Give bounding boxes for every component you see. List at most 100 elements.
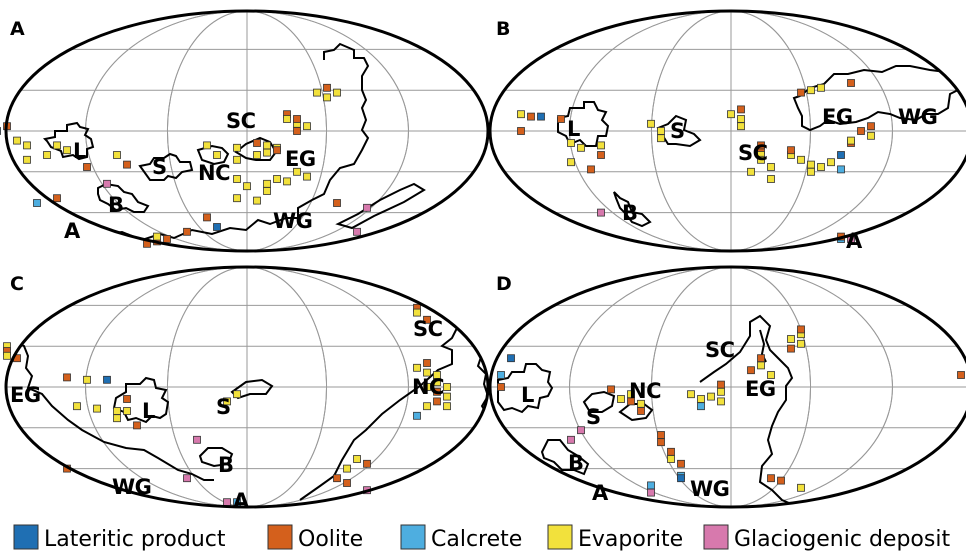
evaporite-marker <box>63 146 71 155</box>
region-label: B <box>218 453 234 477</box>
evaporite-marker <box>83 375 91 384</box>
legend-label: Evaporite <box>578 527 683 552</box>
evaporite-marker <box>43 151 51 159</box>
evaporite-marker <box>73 402 81 411</box>
map-panel-b: B L S SC EG WG B A <box>488 9 966 253</box>
oolite-marker <box>637 407 645 415</box>
oolite-marker <box>797 88 805 97</box>
oolite-marker <box>597 151 605 159</box>
region-label: EG <box>285 147 316 171</box>
evaporite-marker <box>303 122 311 131</box>
legend-item-lateritic: Lateritic product <box>13 524 226 552</box>
region-label: WG <box>112 475 151 499</box>
evaporite-marker <box>627 390 635 399</box>
lateritic-marker <box>507 354 515 363</box>
region-label: NC <box>412 375 444 399</box>
glaciogenic-marker <box>193 435 201 444</box>
evaporite-marker <box>867 131 875 140</box>
evaporite-marker <box>333 88 341 97</box>
region-label: NC <box>198 161 230 185</box>
calcrete-marker <box>837 165 845 174</box>
evaporite-marker <box>353 455 361 463</box>
evaporite-marker <box>787 335 795 343</box>
glaciogenic-marker <box>363 203 371 212</box>
oolite-marker <box>203 213 211 222</box>
evaporite-marker <box>263 179 271 188</box>
map-panel-d: D L S NC SC EG B A WG <box>488 265 966 509</box>
legend-label: Calcrete <box>431 527 522 552</box>
evaporite-marker <box>443 392 451 401</box>
evaporite-marker <box>23 141 31 150</box>
region-label: S <box>586 405 601 429</box>
evaporite-marker <box>243 182 251 191</box>
evaporite-marker <box>233 390 241 399</box>
region-labels: L S NC SC EG B A WG <box>521 338 776 505</box>
lateritic-marker <box>213 223 221 231</box>
oolite-marker <box>957 371 965 379</box>
oolite-marker <box>433 387 441 396</box>
region-labels: L B A S NC SC EG WG <box>64 109 316 243</box>
evaporite-marker <box>443 383 451 391</box>
oolite-marker <box>767 474 775 483</box>
oolite-marker <box>517 127 525 135</box>
evaporite-marker <box>223 397 231 406</box>
oolite-marker <box>183 227 191 236</box>
map-frame <box>4 9 490 253</box>
oolite-marker <box>293 115 301 123</box>
evaporite-marker <box>283 115 291 123</box>
oolite-marker <box>333 199 341 207</box>
evaporite-marker <box>93 404 101 413</box>
region-label: SC <box>413 317 443 341</box>
region-label: A <box>233 489 250 513</box>
calcrete-marker <box>33 199 41 207</box>
evaporite-marker <box>233 175 241 183</box>
evaporite-marker <box>737 122 745 131</box>
oolite-marker <box>83 163 91 171</box>
oolite-marker <box>787 146 795 155</box>
region-label: A <box>846 229 863 253</box>
oolite-marker <box>273 146 281 155</box>
region-label: B <box>108 193 124 217</box>
evaporite-marker <box>283 177 291 186</box>
oolite-marker <box>667 447 675 456</box>
evaporite-marker <box>827 158 835 167</box>
evaporite-marker <box>597 141 605 150</box>
evaporite-marker <box>737 115 745 123</box>
evaporite-marker <box>23 155 31 164</box>
oolite-marker <box>527 112 535 121</box>
calcrete-marker <box>497 371 505 379</box>
evaporite-marker <box>343 464 351 473</box>
glaciogenic-marker <box>103 179 111 188</box>
evaporite-marker <box>213 151 221 159</box>
lateritic-marker <box>103 375 111 384</box>
glaciogenic-marker <box>567 435 575 444</box>
map-panel-c: C EG L S B WG A SC NC <box>3 265 490 513</box>
glaciogenic-marker <box>577 426 585 435</box>
map-frame <box>488 265 966 509</box>
evaporite-marker <box>263 148 271 157</box>
oolite-marker <box>747 366 755 375</box>
legend-label: Glaciogenic deposit <box>734 527 950 552</box>
evaporite-marker <box>123 407 131 415</box>
region-label: B <box>568 451 584 475</box>
oolite-marker <box>737 105 745 114</box>
lateritic-marker <box>0 127 1 135</box>
region-labels: L S SC EG WG B A <box>567 105 938 253</box>
panel-label: C <box>10 273 24 295</box>
evaporite-marker <box>113 151 121 159</box>
evaporite-marker <box>263 187 271 195</box>
evaporite-marker <box>233 194 241 203</box>
map-frame <box>4 265 490 509</box>
evaporite-marker <box>233 143 241 152</box>
evaporite-marker <box>727 110 735 119</box>
evaporite-marker <box>797 483 805 492</box>
panel-label: A <box>10 18 25 40</box>
oolite-marker <box>343 479 351 487</box>
region-labels: EG L S B WG A SC NC <box>10 317 445 513</box>
region-label: B <box>622 201 638 225</box>
region-label: SC <box>226 109 256 133</box>
oolite-marker <box>293 127 301 135</box>
region-label: WG <box>690 477 729 501</box>
oolite-marker <box>133 421 141 430</box>
evaporite-marker <box>293 167 301 176</box>
